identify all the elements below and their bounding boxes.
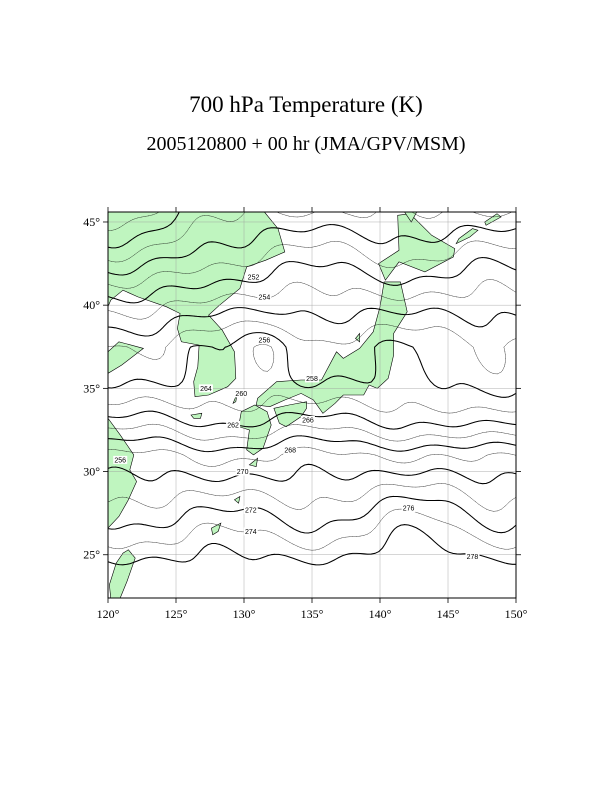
land-shikoku (273, 401, 307, 427)
contour-label: 256 (114, 457, 126, 464)
contour-label: 256 (259, 338, 271, 345)
land-areas (108, 212, 502, 598)
contour-label-bg (305, 374, 319, 383)
land-kuril-1 (455, 228, 479, 245)
contour-label: 274 (245, 529, 257, 536)
contour-label: 254 (259, 294, 271, 301)
isotherm-269 (108, 240, 516, 289)
isotherm-277 (108, 424, 516, 442)
land-sakhalin (404, 212, 418, 223)
lon-tick-label: 135° (301, 607, 324, 621)
contour-label-bg (243, 505, 258, 514)
lon-tick-label: 150° (505, 607, 528, 621)
isotherm-275 (108, 344, 516, 414)
isotherm-281 (108, 483, 516, 512)
contour-label-bg (243, 527, 258, 536)
lat-tick-label: 30° (83, 465, 100, 479)
contour-label-bg (226, 420, 241, 429)
isotherm-278 (108, 435, 516, 453)
land-china-coast (108, 417, 137, 529)
isotherm-268 (108, 223, 516, 276)
contour-label: 252 (248, 274, 260, 281)
lon-tick-label: 120° (97, 607, 120, 621)
contour-label-bg (465, 552, 480, 561)
contour-label: 266 (302, 417, 314, 424)
isotherm-272 (108, 307, 516, 337)
land-taiwan (109, 549, 136, 598)
isotherm-265 (108, 212, 160, 231)
contour-label-bg (246, 272, 261, 281)
contour-label: 268 (284, 447, 296, 454)
contour-label: 270 (237, 469, 249, 476)
contour-label: 258 (306, 376, 318, 383)
lat-tick-label: 35° (83, 381, 100, 395)
isotherm-273 (108, 320, 516, 375)
contour-label-bg (257, 336, 272, 345)
isotherm-274 (108, 332, 516, 398)
isotherm-283 (108, 508, 516, 551)
land-asia-mainland (108, 212, 286, 398)
lat-lon-grid (108, 212, 516, 598)
land-hokkaido (378, 213, 456, 281)
lon-tick-label: 130° (233, 607, 256, 621)
land-jeju (190, 412, 203, 419)
land-amami (233, 495, 241, 504)
contour-label-bg (257, 292, 272, 301)
map-title: 700 hPa Temperature (K) (189, 92, 423, 117)
land-honshu (255, 281, 408, 414)
isotherm-279 (108, 446, 516, 467)
isotherm-270 (108, 256, 516, 304)
lat-tick-label: 25° (83, 548, 100, 562)
contour-label: 260 (235, 391, 247, 398)
contour-label-bg (235, 467, 250, 476)
contour-label-bg (283, 445, 298, 454)
lon-tick-label: 140° (369, 607, 392, 621)
axis-ticks (103, 207, 521, 603)
contour-label-bg (198, 384, 213, 393)
contour-labels: 252 254 256 258 260 262 264 266 268 270 272 274 276 2… (113, 272, 480, 561)
contour-label: 276 (403, 506, 415, 513)
land-tanegashima (248, 457, 259, 467)
contour-label-bg (234, 389, 249, 398)
isotherm-280 (108, 463, 516, 485)
isotherm-267 (108, 212, 513, 263)
contour-label: 278 (467, 554, 479, 561)
contour-label: 272 (245, 507, 257, 514)
contour-label-bg (401, 504, 416, 513)
isotherm-266 (108, 212, 180, 249)
axis-tick-labels: 120° 125° 130° 135° 140° 145° 150° 25° 30° 35° 40°… (83, 215, 527, 621)
lat-tick-label: 45° (83, 215, 100, 229)
map-subtitle: 2005120800 + 00 hr (JMA/GPV/MSM) (146, 133, 466, 155)
contour-label-bg (113, 455, 128, 464)
isotherm-271 (108, 279, 516, 320)
land-shandong (108, 341, 145, 374)
contour-label: 264 (200, 386, 212, 393)
lat-tick-label: 40° (83, 298, 100, 312)
lon-tick-label: 125° (165, 607, 188, 621)
contour-label-bg (300, 415, 315, 424)
lon-tick-label: 145° (437, 607, 460, 621)
contour-label: 262 (227, 422, 239, 429)
